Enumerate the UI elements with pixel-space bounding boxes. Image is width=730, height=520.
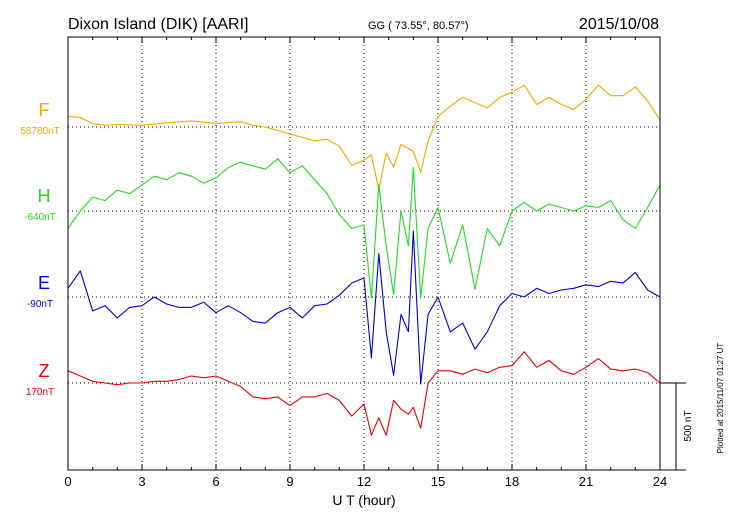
x-tick-label: 3 xyxy=(138,474,145,489)
series-baseline-e: -90nT xyxy=(27,299,53,310)
series-name-h: H xyxy=(38,186,51,206)
x-axis-label: U T (hour) xyxy=(332,492,395,508)
series-name-e: E xyxy=(38,273,50,293)
series-name-z: Z xyxy=(39,361,50,381)
x-tick-label: 6 xyxy=(212,474,219,489)
series-labels: F 58780nT H -640nT E -90nT Z 170nT xyxy=(20,100,59,398)
series-baseline-f: 58780nT xyxy=(20,126,59,137)
series-baseline-h: -640nT xyxy=(24,212,56,223)
station-coords: GG ( 73.55°, 80.57°) xyxy=(368,20,469,32)
x-tick-label: 21 xyxy=(579,474,593,489)
series-baseline-z: 170nT xyxy=(26,387,54,398)
grid-lines xyxy=(68,37,660,470)
series-line-h xyxy=(67,158,661,299)
station-title: Dixon Island (DIK) [AARI] xyxy=(68,16,249,33)
x-tick-label: 24 xyxy=(653,474,667,489)
scale-bar-label: 500 nT xyxy=(683,410,694,441)
series-line-f xyxy=(67,84,661,191)
x-tick-label: 15 xyxy=(431,474,445,489)
plotted-timestamp: Plotted at 2015/11/07 01:27 UT xyxy=(716,343,725,454)
x-tick-label: 0 xyxy=(64,474,71,489)
x-tick-label: 12 xyxy=(357,474,371,489)
plot-area xyxy=(67,84,661,436)
series-line-z xyxy=(67,351,661,436)
x-axis-ticks: 0 3 6 9 12 15 18 21 24 xyxy=(64,37,667,489)
series-line-e xyxy=(67,230,661,385)
scale-bar: 500 nT xyxy=(660,382,694,471)
series-name-f: F xyxy=(39,100,50,120)
x-tick-label: 9 xyxy=(286,474,293,489)
x-tick-label: 18 xyxy=(505,474,519,489)
plot-date: 2015/10/08 xyxy=(579,16,659,33)
